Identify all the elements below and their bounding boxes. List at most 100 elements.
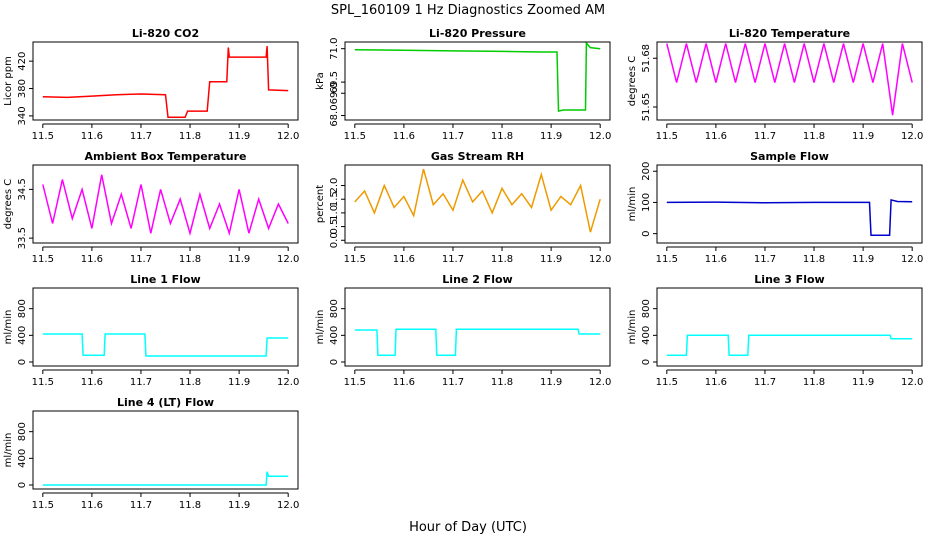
data-line [42, 46, 289, 119]
y-tick-label: 400 [329, 326, 340, 345]
y-axis-label: kPa [315, 72, 326, 90]
plot-frame [656, 41, 923, 121]
panel-title: Line 3 Flow [754, 273, 824, 286]
y-axis-label: ml/min [315, 310, 326, 345]
x-tick-label: 11.5 [32, 377, 54, 388]
y-axis-label: degrees C [627, 56, 638, 106]
x-tick-label: 11.7 [130, 500, 152, 511]
x-tick-label: 11.9 [852, 131, 874, 142]
x-tick-label: 11.6 [81, 131, 103, 142]
y-tick-label: 400 [641, 326, 652, 345]
x-tick-label: 11.5 [32, 254, 54, 265]
x-tick-label: 11.7 [130, 254, 152, 265]
panel-title: Line 2 Flow [442, 273, 512, 286]
y-tick-label: 69.5 [329, 71, 340, 93]
x-tick-label: 11.5 [32, 500, 54, 511]
x-tick-label: 11.8 [179, 377, 201, 388]
data-line [354, 168, 601, 233]
y-tick-label: 200 [641, 162, 652, 181]
panel-title: Li-820 Temperature [729, 27, 850, 40]
x-tick-label: 11.8 [803, 377, 825, 388]
x-tick-label: 11.9 [852, 254, 874, 265]
y-axis-label: percent [315, 185, 326, 223]
x-tick-label: 11.7 [754, 254, 776, 265]
x-tick-label: 11.9 [228, 254, 250, 265]
y-tick-label: 100 [641, 193, 652, 212]
y-axis-label: ml/min [3, 433, 14, 468]
x-tick-label: 11.5 [32, 131, 54, 142]
x-tick-label: 11.7 [442, 254, 464, 265]
x-tick-label: 12.0 [277, 254, 299, 265]
panel-title: Ambient Box Temperature [85, 150, 247, 163]
x-tick-label: 11.7 [754, 377, 776, 388]
y-tick-label: 800 [329, 299, 340, 318]
x-tick-label: 11.8 [179, 500, 201, 511]
panel-title: Li-820 Pressure [429, 27, 526, 40]
x-axis-label: Hour of Day (UTC) [409, 520, 527, 535]
data-line [42, 333, 289, 357]
x-tick-label: 11.5 [344, 131, 366, 142]
data-line [666, 43, 913, 116]
y-tick-label: 2.0 [329, 178, 340, 194]
y-tick-label: 0 [17, 359, 28, 365]
x-tick-label: 11.5 [344, 254, 366, 265]
data-line [354, 328, 601, 357]
panel-title: Li-820 CO2 [132, 27, 199, 40]
y-tick-label: 400 [17, 449, 28, 468]
x-tick-label: 11.8 [179, 131, 201, 142]
x-tick-label: 11.6 [81, 377, 103, 388]
x-tick-label: 12.0 [901, 254, 923, 265]
x-tick-label: 12.0 [589, 377, 611, 388]
plot-frame [344, 287, 611, 367]
x-tick-label: 11.9 [228, 131, 250, 142]
x-tick-label: 11.7 [442, 377, 464, 388]
y-tick-label: 800 [17, 299, 28, 318]
x-tick-label: 11.6 [393, 131, 415, 142]
x-tick-label: 11.8 [803, 131, 825, 142]
y-tick-label: 0.5 [329, 219, 340, 235]
x-tick-label: 12.0 [589, 254, 611, 265]
y-tick-label: 400 [17, 326, 28, 345]
page-title: SPL_160109 1 Hz Diagnostics Zoomed AM [331, 3, 605, 18]
panel-title: Gas Stream RH [431, 150, 524, 163]
x-tick-label: 11.8 [491, 131, 513, 142]
y-tick-label: 33.5 [17, 227, 28, 249]
plot-frame [32, 410, 299, 490]
y-tick-label: 0 [641, 230, 652, 236]
data-line [666, 334, 913, 357]
y-tick-label: 51.68 [641, 44, 652, 73]
x-tick-label: 11.7 [754, 131, 776, 142]
x-tick-label: 11.7 [442, 131, 464, 142]
y-tick-label: 1.0 [329, 205, 340, 221]
x-tick-label: 11.5 [656, 131, 678, 142]
y-tick-label: 0 [641, 359, 652, 365]
x-tick-label: 12.0 [901, 131, 923, 142]
y-tick-label: 800 [17, 422, 28, 441]
x-tick-label: 11.9 [540, 131, 562, 142]
x-tick-label: 11.8 [491, 377, 513, 388]
x-tick-label: 11.6 [705, 131, 727, 142]
x-tick-label: 11.5 [344, 377, 366, 388]
y-axis-label: ml/min [627, 310, 638, 345]
x-tick-label: 12.0 [589, 131, 611, 142]
x-tick-label: 11.9 [852, 377, 874, 388]
plot-frame [344, 41, 611, 121]
plot-frame [656, 287, 923, 367]
x-tick-label: 11.9 [540, 254, 562, 265]
y-tick-label: 420 [17, 52, 28, 71]
y-tick-label: 0 [17, 482, 28, 488]
y-tick-label: 51.65 [641, 93, 652, 122]
plot-frame [344, 164, 611, 244]
y-tick-label: 34.5 [17, 178, 28, 200]
plot-frame [32, 164, 299, 244]
x-tick-label: 12.0 [277, 500, 299, 511]
y-tick-label: 0 [329, 359, 340, 365]
x-tick-label: 12.0 [277, 131, 299, 142]
y-axis-label: degrees C [3, 179, 14, 229]
data-line [42, 471, 289, 486]
x-tick-label: 11.5 [656, 377, 678, 388]
x-tick-label: 11.9 [228, 500, 250, 511]
y-tick-label: 340 [17, 106, 28, 125]
panel-title: Sample Flow [750, 150, 829, 163]
